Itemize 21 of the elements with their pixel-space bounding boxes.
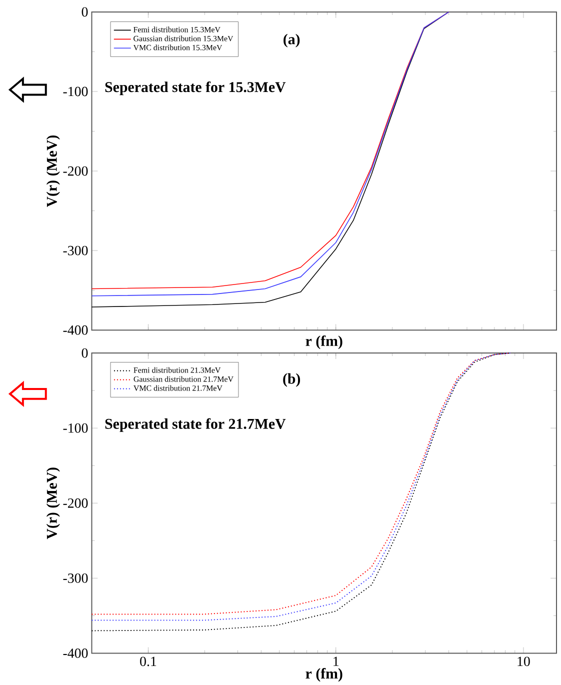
- y-tick-label: 0: [82, 348, 88, 358]
- x-axis-title: r (fm): [305, 668, 342, 682]
- x-tick-label: 0.1: [140, 656, 156, 666]
- y-tick-label: -200: [63, 498, 88, 508]
- annotation: Seperated state for 21.7MeV: [105, 418, 286, 432]
- y-tick-label: -100: [63, 86, 88, 96]
- y-axis-title: V(r) (MeV): [46, 135, 60, 208]
- annotation: (b): [282, 373, 300, 387]
- x-tick-label: 10: [517, 656, 530, 666]
- y-tick-label: -100: [63, 423, 88, 433]
- x-axis-title: r (fm): [305, 335, 342, 350]
- y-tick-label: -400: [63, 648, 88, 658]
- y-tick-label: -300: [63, 246, 88, 256]
- y-tick-label: -200: [63, 166, 88, 176]
- annotation: Seperated state for 15.3MeV: [105, 81, 286, 96]
- y-axis-title: V(r) (MeV): [46, 468, 60, 540]
- annotation: (a): [283, 34, 300, 48]
- y-tick-label: -300: [63, 573, 88, 583]
- y-tick-label: -400: [63, 325, 88, 335]
- x-tick-label: 1: [333, 656, 338, 666]
- y-tick-label: 0: [82, 7, 88, 17]
